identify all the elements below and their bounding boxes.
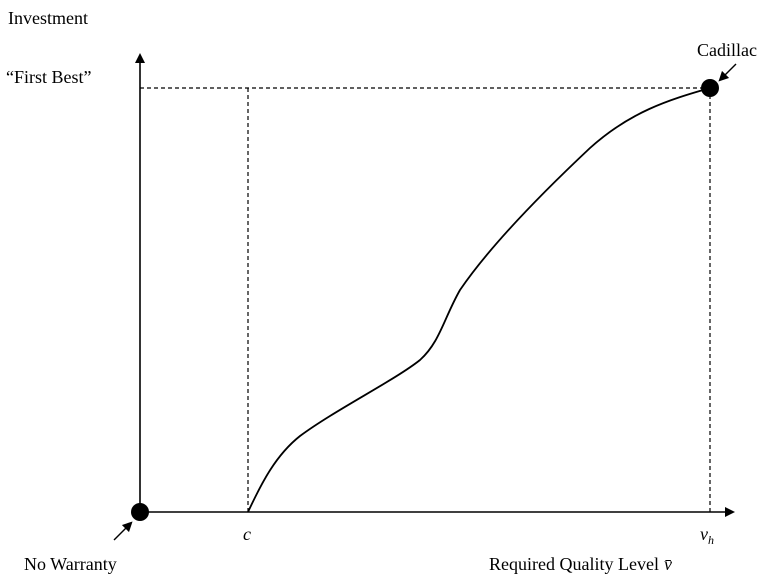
vh-main: v <box>700 524 708 544</box>
x-axis-label-text: Required Quality Level <box>489 554 659 574</box>
investment-curve <box>247 87 711 513</box>
y-axis-label: Investment <box>8 8 88 28</box>
vh-label: vh <box>700 524 714 547</box>
first-best-label: “First Best” <box>6 67 92 87</box>
c-label: c <box>243 524 251 544</box>
cadillac-pointer-arrow <box>718 63 737 82</box>
x-axis-label: Required Quality Level v̄ <box>489 554 672 574</box>
no-warranty-point <box>131 503 149 521</box>
cadillac-label: Cadillac <box>697 40 757 60</box>
cadillac-point <box>701 79 719 97</box>
x-axis-symbol: v̄ <box>664 554 672 574</box>
vh-subscript: h <box>708 533 714 547</box>
no-warranty-pointer-arrow <box>113 521 133 541</box>
no-warranty-label: No Warranty <box>24 554 117 574</box>
